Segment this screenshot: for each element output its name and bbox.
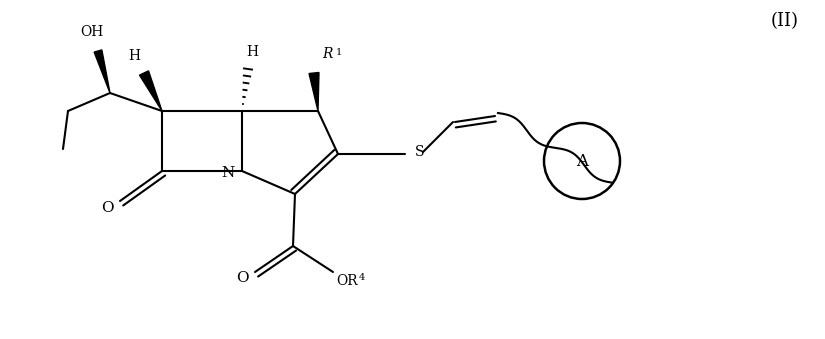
- Text: OR: OR: [336, 274, 357, 288]
- Polygon shape: [139, 71, 162, 111]
- Text: H: H: [128, 49, 140, 63]
- Polygon shape: [309, 73, 319, 111]
- Text: N: N: [221, 166, 234, 180]
- Text: OH: OH: [80, 25, 104, 39]
- Text: S: S: [415, 145, 425, 159]
- Text: (II): (II): [771, 12, 799, 30]
- Text: R: R: [322, 47, 332, 61]
- Text: O: O: [236, 271, 248, 285]
- Text: 1: 1: [336, 48, 342, 57]
- Polygon shape: [94, 50, 110, 93]
- Text: H: H: [246, 45, 258, 59]
- Text: A: A: [576, 153, 588, 170]
- Text: O: O: [101, 201, 113, 215]
- Text: 4: 4: [359, 273, 365, 281]
